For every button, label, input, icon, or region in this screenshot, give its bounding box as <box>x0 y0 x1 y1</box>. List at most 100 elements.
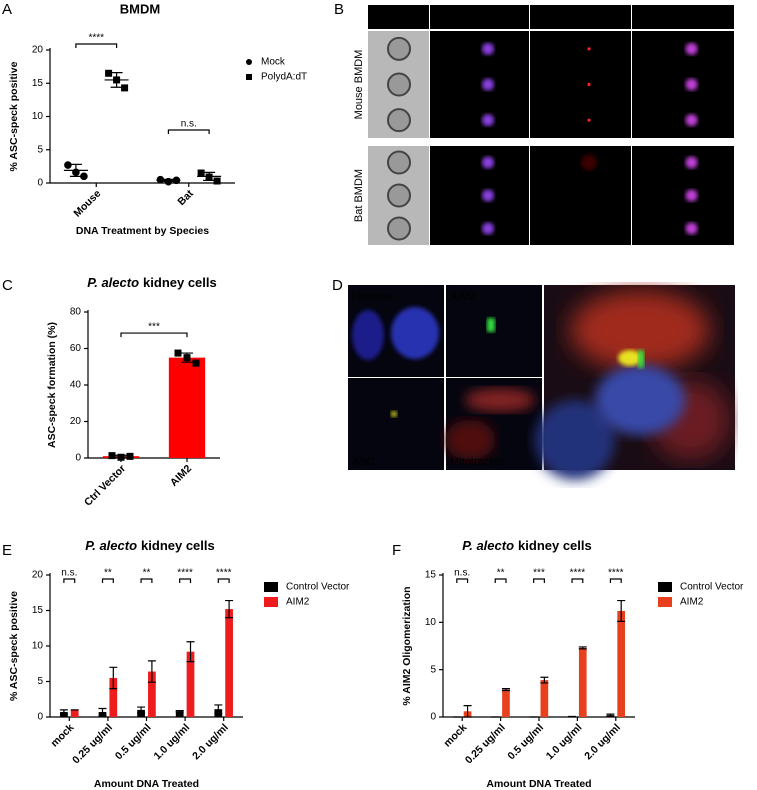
title-text: kidney cells <box>141 538 215 553</box>
legend-marker <box>246 74 252 80</box>
aim2-signal <box>487 318 495 332</box>
x-tick-label: Ctrl Vector <box>82 463 128 509</box>
nucleus <box>482 78 494 91</box>
image-label: ASC <box>352 456 375 468</box>
row-label: Bat BMDM <box>353 169 365 222</box>
x-tick-label: AIM2 <box>168 462 194 488</box>
bar <box>148 671 156 717</box>
cell <box>387 183 411 208</box>
glow <box>581 154 597 171</box>
image-label: Hoechst <box>352 291 392 303</box>
y-tick-label: 20 <box>32 45 44 56</box>
data-point <box>192 359 200 367</box>
cell <box>387 150 411 175</box>
nucleus <box>685 42 698 55</box>
bar <box>186 651 195 717</box>
error-bar <box>540 676 549 684</box>
header-cell <box>368 5 429 29</box>
error-bar <box>162 178 175 182</box>
error-bar <box>186 641 195 663</box>
data-point <box>121 84 129 92</box>
image-cell <box>530 31 631 138</box>
significance-bracket <box>75 43 118 48</box>
significance-bracket <box>533 578 545 583</box>
nucleus <box>482 156 494 169</box>
legend-marker <box>264 597 278 607</box>
nucleus <box>595 365 685 435</box>
data-point <box>174 349 182 357</box>
x-axis-label: Amount DNA Treated <box>486 778 591 790</box>
significance-bracket <box>217 578 230 583</box>
data-point <box>213 177 221 185</box>
chart-title: P. alecto kidney cells <box>85 538 215 553</box>
error-bar <box>59 709 68 715</box>
panel-letter: E <box>2 542 12 559</box>
significance-bracket <box>179 578 192 583</box>
x-tick-label: 0.5 ug/ml <box>505 722 546 763</box>
error-bar <box>137 706 146 714</box>
column-header: Merged <box>665 12 702 24</box>
data-point <box>105 69 113 77</box>
data-point <box>108 452 116 460</box>
data-point <box>117 453 125 461</box>
panel-letter: B <box>334 1 344 18</box>
image-cell <box>430 31 529 138</box>
column-header: BF <box>392 12 406 24</box>
nucleus <box>482 189 494 202</box>
significance-label: n.s. <box>454 568 470 579</box>
legend-marker <box>658 597 672 607</box>
y-axis-label: ASC-speck formation (%) <box>46 322 58 448</box>
significance-bracket <box>140 578 153 583</box>
title-italic: P. alecto <box>462 538 514 553</box>
significance-label: **** <box>177 568 193 579</box>
significance-bracket <box>571 578 584 583</box>
x-tick-label: Mouse <box>71 187 103 219</box>
x-tick-label: mock <box>441 721 469 749</box>
legend-label: AIM2 <box>286 597 310 608</box>
data-point <box>197 169 205 177</box>
bar <box>175 711 184 717</box>
y-tick-label: 10 <box>425 617 437 628</box>
nucleus <box>535 400 615 480</box>
legend-marker <box>658 582 672 592</box>
error-bar <box>69 163 82 177</box>
speck <box>587 47 591 51</box>
speck <box>587 82 591 87</box>
panel-letter: C <box>2 277 13 294</box>
error-bar <box>501 688 510 692</box>
legend-label: Control Vector <box>286 582 350 593</box>
x-tick-label: 2.0 ug/ml <box>582 722 623 763</box>
error-bar <box>225 599 234 619</box>
error-bar <box>578 646 587 650</box>
nucleus <box>685 78 698 91</box>
x-tick-label: 0.5 ug/ml <box>113 722 154 763</box>
image-label: Mitotracker <box>450 456 505 468</box>
significance-bracket <box>101 578 114 583</box>
legend-label: AIM2 <box>680 597 704 608</box>
y-tick-label: 0 <box>37 178 43 189</box>
significance-label: **** <box>570 568 586 579</box>
nucleus <box>482 114 494 127</box>
bar <box>109 677 118 717</box>
mito-signal <box>465 388 535 412</box>
significance-label: n.s. <box>61 568 77 579</box>
error-bar <box>617 599 626 622</box>
cell <box>387 216 411 241</box>
significance-bracket <box>120 332 188 338</box>
bar <box>70 709 79 717</box>
data-point <box>64 161 72 169</box>
nucleus <box>482 222 494 235</box>
y-tick-label: 20 <box>32 570 44 581</box>
x-axis-label: Amount DNA Treated <box>94 778 199 790</box>
significance-label: **** <box>608 568 624 579</box>
nucleus <box>352 310 384 360</box>
significance-bracket <box>456 578 469 583</box>
image-cell <box>430 146 529 245</box>
panel-letter: A <box>2 1 12 18</box>
error-bar <box>203 171 216 181</box>
row-label: Mouse BMDM <box>353 50 365 120</box>
error-bar <box>175 710 184 713</box>
chart-title: BMDM <box>120 1 160 16</box>
y-tick-label: 20 <box>70 416 82 427</box>
